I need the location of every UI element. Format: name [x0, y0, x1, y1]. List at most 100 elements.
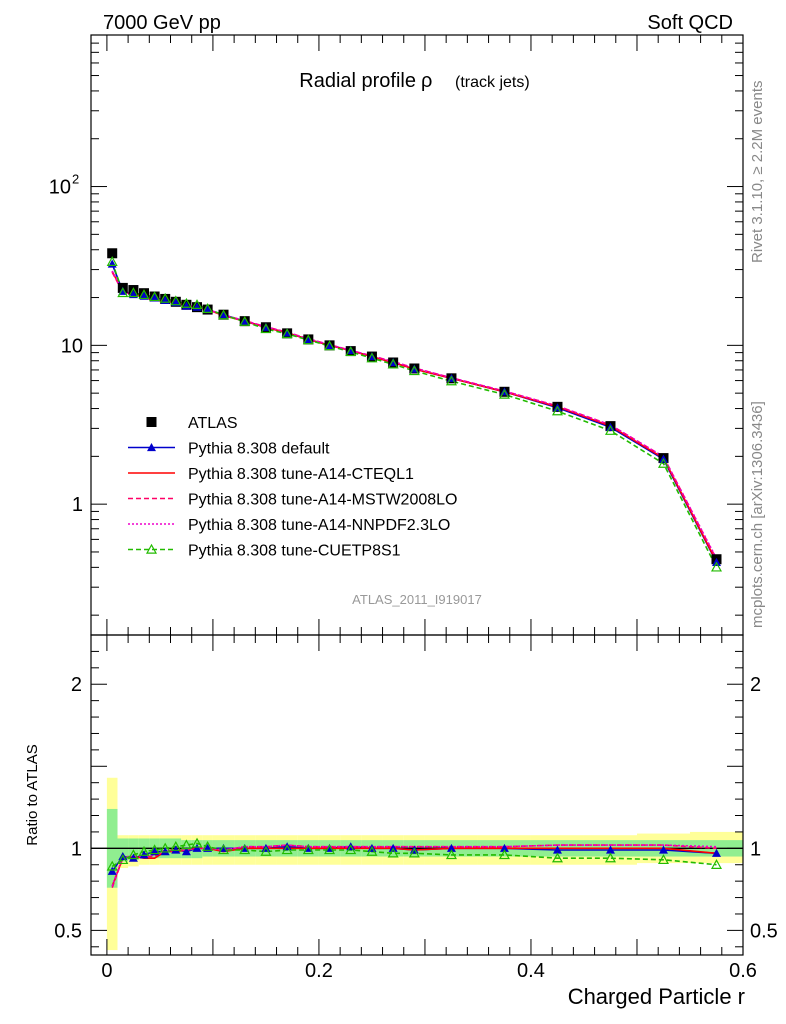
data-point-1	[219, 310, 229, 319]
ratio-y-tick-label-left: 2	[71, 674, 82, 696]
ratio-plot-axis-ticks	[91, 635, 744, 955]
data-point-5	[498, 388, 510, 399]
ratio-point-0	[605, 845, 615, 854]
ratio-point-0	[446, 843, 456, 852]
ratio-line-2	[111, 844, 717, 888]
ratio-point-4	[387, 847, 399, 858]
ratio-line-4	[111, 842, 717, 868]
data-point-0	[107, 248, 118, 259]
legend-marker-0	[146, 417, 157, 427]
ratio-uncertainty-bands	[106, 777, 743, 951]
ratio-point-4	[366, 845, 378, 856]
band-inner	[117, 838, 129, 862]
plot-title: Radial profile	[299, 70, 416, 92]
ratio-point-4	[180, 839, 192, 850]
plot-title-main: Radial profile	[299, 70, 416, 92]
ratio-point-4	[281, 844, 293, 855]
data-point-5	[408, 365, 420, 376]
data-point-5	[324, 340, 336, 351]
data-point-1	[139, 291, 149, 300]
ratio-plot-y-tick-labels: 0.5 0.5 1 1 2 2	[54, 674, 778, 942]
mcplots-label: mcplots.cern.ch [arXiv:1306.3436]	[749, 401, 766, 628]
y-tick-label-exponent: 2	[72, 172, 79, 187]
y-tick-label: 1	[72, 494, 83, 516]
ratio-point-0	[552, 845, 562, 854]
ratio-point-0	[128, 853, 138, 862]
legend-label-4: Pythia 8.308 tune-A14-NNPDF2.3LO	[188, 517, 450, 534]
ratio-point-0	[711, 848, 721, 857]
legend-label-2: Pythia 8.308 tune-A14-CTEQL1	[188, 466, 414, 483]
plot-title-suffix: (track jets)	[455, 74, 530, 91]
data-point-5	[239, 315, 251, 326]
data-point-5	[281, 328, 293, 339]
band-inner	[128, 838, 139, 860]
legend-marker-5	[145, 543, 158, 554]
data-point-1	[325, 340, 335, 349]
ratio-line-1	[111, 847, 717, 887]
ratio-point-4	[138, 845, 150, 856]
ratio-point-0	[171, 845, 181, 854]
ratio-point-4	[117, 854, 129, 865]
rivet-label: Rivet 3.1.10, ≥ 2.2M events	[749, 81, 766, 264]
ratio-point-4	[445, 849, 457, 860]
legend-label-5: Pythia 8.308 tune-CUETP8S1	[188, 543, 401, 560]
ratio-y-tick-label-right: 0.5	[750, 920, 778, 942]
data-point-5	[159, 292, 171, 303]
x-tick-label: 0.2	[305, 960, 333, 982]
y-tick-label: 10	[49, 177, 71, 199]
ratio-point-4	[202, 840, 214, 851]
data-point-1	[203, 305, 213, 314]
x-axis-label: Charged Particle r	[568, 984, 745, 1009]
legend-label-0: ATLAS	[188, 415, 238, 432]
data-point-1	[150, 293, 160, 302]
ratio-point-4	[218, 844, 230, 855]
data-point-5	[345, 346, 357, 357]
ratio-point-4	[551, 852, 563, 863]
ratio-point-4	[710, 859, 723, 869]
ratio-y-tick-label-left: 1	[71, 838, 82, 860]
x-tick-label: 0.4	[517, 960, 545, 982]
ratio-plot-x-tick-labels: 0 0.2 0.4 0.6	[101, 960, 757, 982]
data-point-5	[180, 297, 192, 308]
data-point-5	[138, 289, 150, 300]
ratio-plot-frame	[90, 634, 744, 956]
legend-label-3: Pythia 8.308 tune-A14-MSTW2008LO	[188, 492, 457, 509]
data-point-5	[445, 375, 457, 386]
ratio-point-0	[160, 847, 170, 856]
ratio-point-4	[106, 860, 118, 871]
ratio-series-markers	[106, 837, 723, 875]
analysis-id: ATLAS_2011_I919017	[352, 592, 482, 607]
legend-marker-1	[147, 443, 156, 452]
plot-title-symbol: ρ	[421, 70, 432, 92]
legend: ATLAS Pythia 8.308 default Pythia 8.308 tu…	[128, 415, 457, 560]
data-point-5	[657, 457, 670, 468]
x-tick-label: 0	[101, 960, 112, 982]
ratio-point-0	[107, 866, 117, 875]
data-point-5	[149, 291, 161, 302]
ratio-point-4	[657, 854, 670, 865]
ratio-point-4	[159, 842, 171, 853]
data-point-5	[387, 358, 399, 369]
data-point-5	[710, 561, 723, 572]
ratio-point-0	[181, 847, 191, 856]
ratio-point-0	[139, 850, 149, 859]
header-right: Soft QCD	[647, 12, 733, 34]
ratio-point-4	[149, 844, 161, 855]
data-point-5	[106, 256, 118, 266]
ratio-point-4	[345, 844, 357, 855]
data-point-5	[260, 323, 272, 334]
data-point-5	[202, 303, 214, 313]
ratio-point-4	[127, 849, 139, 860]
main-plot-axis-ticks	[91, 34, 744, 635]
main-plot-series-markers	[106, 248, 723, 572]
y-tick-label: 10	[61, 335, 83, 357]
ratio-point-4	[498, 849, 510, 860]
ratio-point-4	[324, 844, 336, 855]
data-point-5	[551, 405, 563, 416]
data-point-5	[302, 334, 314, 345]
data-point-5	[191, 299, 203, 310]
ratio-point-0	[658, 845, 668, 854]
data-point-1	[303, 334, 313, 344]
